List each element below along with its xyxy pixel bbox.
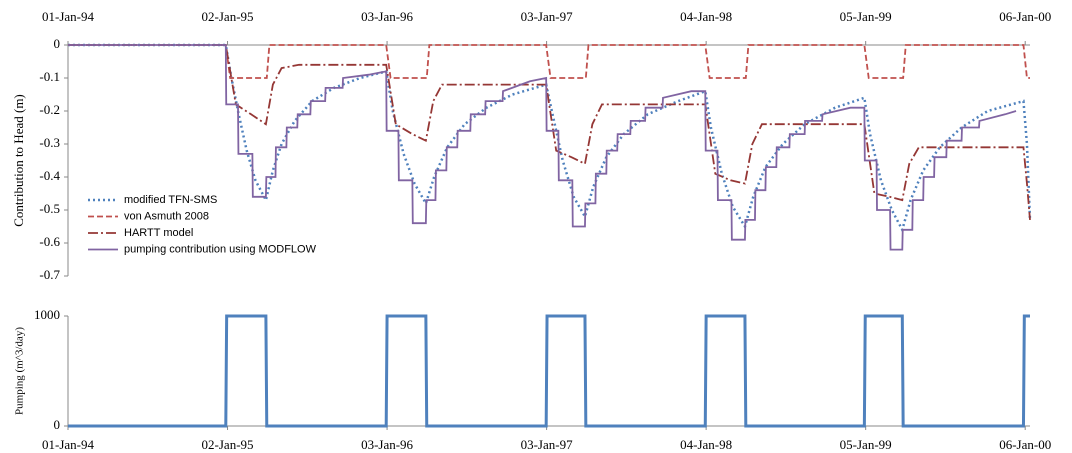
y-axis-label: Pumping (m^3/day) xyxy=(14,327,26,415)
x-tick-label: 06-Jan-00 xyxy=(999,9,1051,24)
x-tick-label: 03-Jan-97 xyxy=(521,437,573,452)
x-tick-label: 03-Jan-96 xyxy=(361,437,413,452)
series-line xyxy=(68,44,1031,220)
y-tick-label: -0.3 xyxy=(39,135,60,150)
x-tick-label: 05-Jan-99 xyxy=(840,9,892,24)
y-tick-label: -0.6 xyxy=(39,234,60,249)
legend-label: pumping contribution using MODFLOW xyxy=(124,243,317,255)
x-tick-label: 04-Jan-98 xyxy=(680,437,732,452)
y-tick-label: -0.7 xyxy=(39,267,60,282)
x-tick-label: 01-Jan-94 xyxy=(42,437,94,452)
x-tick-label: 04-Jan-98 xyxy=(680,9,732,24)
x-tick-label: 03-Jan-96 xyxy=(361,9,413,24)
x-tick-label: 02-Jan-95 xyxy=(202,9,254,24)
x-tick-label: 03-Jan-97 xyxy=(521,9,573,24)
legend-label: HARTT model xyxy=(124,227,193,239)
series-line xyxy=(68,44,1030,79)
x-tick-label: 01-Jan-94 xyxy=(42,9,94,24)
legend-label: von Asmuth 2008 xyxy=(124,210,209,222)
x-tick-label: 02-Jan-95 xyxy=(202,437,254,452)
y-tick-label: -0.5 xyxy=(39,201,60,216)
y-tick-label: 0 xyxy=(54,417,61,432)
y-tick-label: 1000 xyxy=(34,307,60,322)
series-line xyxy=(68,314,1030,428)
y-tick-label: -0.1 xyxy=(39,69,60,84)
y-tick-label: -0.4 xyxy=(39,168,60,183)
y-tick-label: 0 xyxy=(54,36,61,51)
x-tick-label: 06-Jan-00 xyxy=(999,437,1051,452)
y-axis-label: Contribution to Head (m) xyxy=(11,94,26,227)
y-tick-label: -0.2 xyxy=(39,102,60,117)
series-line xyxy=(68,44,1017,251)
legend-label: modified TFN-SMS xyxy=(124,194,217,206)
x-tick-label: 05-Jan-99 xyxy=(840,437,892,452)
